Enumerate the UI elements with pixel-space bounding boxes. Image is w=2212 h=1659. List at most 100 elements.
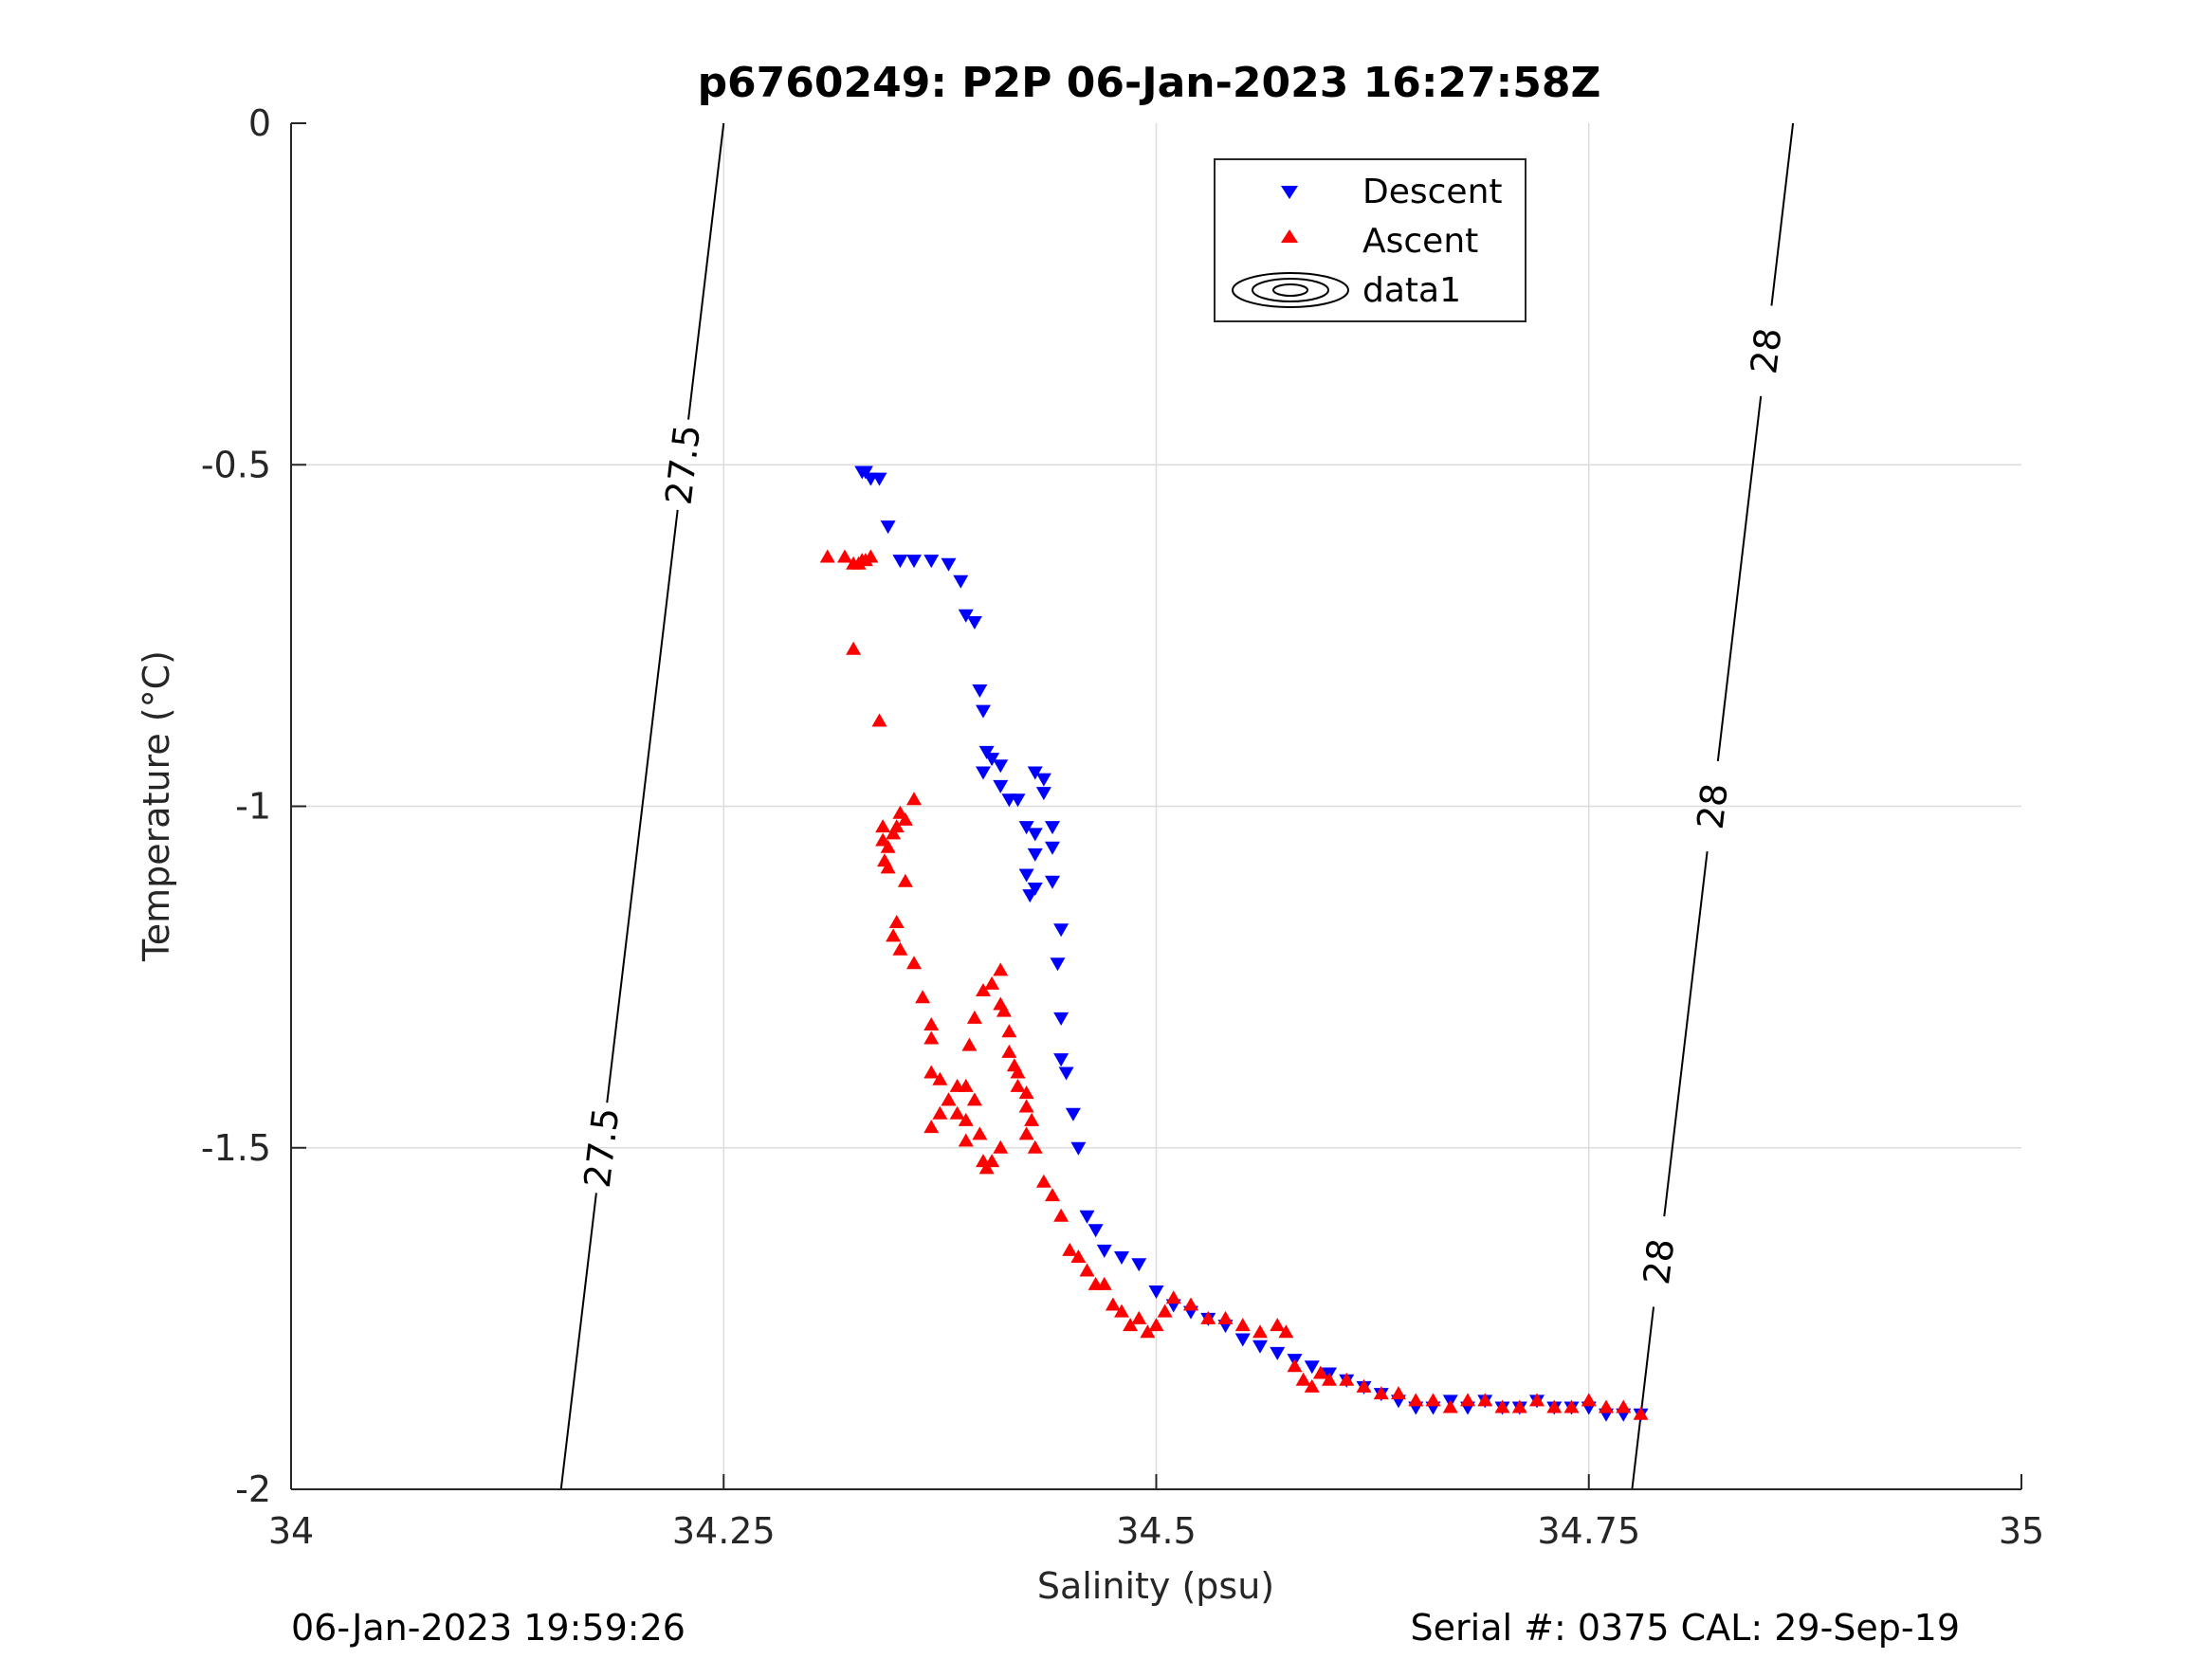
ascent-point [996, 1003, 1012, 1017]
ascent-point [888, 819, 905, 833]
legend-ascent-marker [1281, 229, 1298, 243]
descent-point [1035, 787, 1051, 801]
ascent-point [993, 962, 1009, 976]
descent-point [976, 766, 991, 780]
ascent-point [1018, 1085, 1034, 1100]
descent-point [1050, 957, 1066, 972]
ascent-point [1010, 1065, 1026, 1079]
ascent-point [1079, 1263, 1095, 1277]
footer-serial-cal: Serial #: 0375 CAL: 29-Sep-19 [1411, 1607, 1960, 1649]
descent-point [993, 759, 1009, 774]
ascent-point [1096, 1276, 1112, 1290]
ascent-point [1131, 1310, 1147, 1324]
ascent-point [1234, 1318, 1251, 1332]
ascent-point [993, 1139, 1009, 1154]
grid-lines [291, 123, 2021, 1489]
ascent-point [1045, 1188, 1060, 1202]
ascent-point [949, 1105, 965, 1120]
ascent-point [1252, 1324, 1268, 1339]
ascent-point [1123, 1318, 1139, 1332]
ascent-point [1027, 1139, 1043, 1154]
contour-line-28 [1663, 851, 1709, 1217]
descent-point [941, 557, 957, 572]
ascent-point [1001, 1044, 1017, 1058]
legend-box [1214, 158, 1526, 322]
descent-point [871, 472, 887, 486]
ascent-point [1270, 1318, 1286, 1332]
y-axis-label: Temperature (°C) [136, 650, 177, 962]
ascent-point [1053, 1208, 1069, 1222]
contour-label: 28 [1743, 326, 1789, 376]
ascent-point [1563, 1399, 1580, 1413]
x-tick-label: 34.75 [1537, 1510, 1640, 1552]
ascent-point [1339, 1372, 1355, 1386]
ascent-point [906, 956, 922, 970]
ascent-point [915, 990, 931, 1004]
ascent-point [966, 1010, 982, 1024]
ascent-point [888, 914, 905, 928]
contour-line-28 [1716, 395, 1763, 761]
legend-descent-label: Descent [1362, 173, 1503, 211]
ascent-point [1010, 1078, 1026, 1092]
descent-point [1148, 1285, 1164, 1300]
legend-data1-label: data1 [1362, 271, 1461, 310]
ascent-point [1035, 1174, 1051, 1188]
contour-line-27.5 [606, 509, 679, 1103]
legend: Descent Ascent data1 [1214, 158, 1526, 322]
ascent-point [923, 1017, 940, 1031]
ascent-point [1511, 1399, 1527, 1413]
ascent-point [1304, 1378, 1320, 1393]
ascent-point [875, 819, 891, 833]
ascent-point [846, 641, 862, 655]
descent-point [978, 745, 995, 759]
ascent-point [1217, 1310, 1234, 1324]
descent-point [1114, 1251, 1129, 1266]
ascent-point [1001, 1024, 1017, 1038]
descent-point [1035, 773, 1051, 787]
ascent-point [1356, 1378, 1372, 1393]
descent-point [1010, 793, 1026, 808]
ascent-point [1105, 1297, 1121, 1311]
ascent-point [837, 549, 852, 563]
ascent-point [1018, 1126, 1034, 1140]
ascent-point [1114, 1304, 1129, 1318]
ascent-point [1295, 1372, 1311, 1386]
descent-point [953, 574, 969, 589]
descent-point [958, 609, 974, 623]
ascent-point [897, 873, 913, 887]
descent-point [1252, 1340, 1268, 1354]
ascent-point [1183, 1297, 1198, 1311]
legend-contour-icon [1232, 272, 1349, 308]
descent-point [1027, 848, 1043, 862]
ascent-point [1165, 1290, 1181, 1304]
ascent-point [923, 1030, 940, 1045]
descent-point [1096, 1244, 1112, 1258]
descent-point [1088, 1224, 1104, 1238]
ascent-point [1460, 1393, 1475, 1407]
ascent-point [1373, 1386, 1389, 1400]
descent-point [1045, 875, 1060, 889]
chart-title: p6760249: P2P 06-Jan-2023 16:27:58Z [698, 59, 1601, 107]
ascent-point [958, 1112, 974, 1126]
ascent-point [923, 1120, 940, 1134]
descent-point [984, 753, 1000, 767]
descent-point [1018, 868, 1034, 883]
ascent-point [1070, 1249, 1087, 1264]
ascent-point [1200, 1310, 1216, 1324]
descent-point [966, 615, 982, 629]
descent-point [1131, 1258, 1147, 1272]
ascent-point [1024, 1112, 1040, 1126]
ascent-point [976, 983, 991, 997]
legend-ascent-label: Ascent [1362, 222, 1478, 261]
ascent-point [958, 1133, 974, 1147]
ascent-point [892, 941, 908, 956]
descent-point [1065, 1107, 1081, 1121]
descent-point [1070, 1141, 1087, 1156]
ascent-point [1425, 1393, 1441, 1407]
ascent-point [886, 928, 902, 942]
descent-point [1053, 923, 1069, 938]
ascent-point [1633, 1406, 1649, 1420]
descent-point [923, 555, 940, 569]
descent-point [880, 520, 896, 535]
ascent-point [1581, 1393, 1597, 1407]
